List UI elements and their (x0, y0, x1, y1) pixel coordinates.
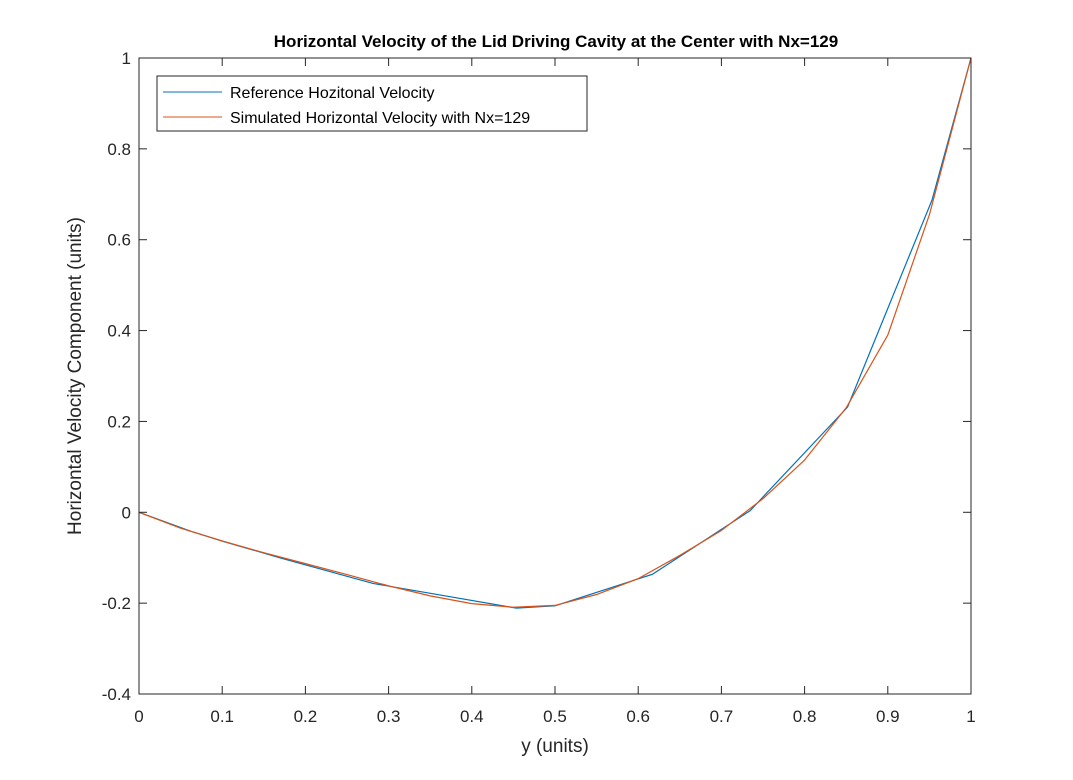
plot-area (139, 58, 971, 694)
series-line-simulated (138, 57, 972, 608)
legend-label-reference: Reference Hozitonal Velocity (230, 85, 435, 102)
x-tick-label: 0.1 (210, 707, 234, 726)
x-tick-label: 0.8 (793, 707, 817, 726)
y-tick-label: 0.8 (107, 140, 131, 159)
x-tick-label: 0.4 (460, 707, 484, 726)
legend: Reference Hozitonal Velocity Simulated H… (156, 75, 588, 132)
y-tick-label: -0.4 (102, 685, 131, 704)
x-tick-label: 0.5 (543, 707, 567, 726)
y-tick-label: 0.2 (107, 412, 131, 431)
ticks-layer: 0 0.1 0.2 0.3 0.4 0.5 0.6 0.7 0.8 0.9 1 -0.4 -0.2 0 0.… (102, 49, 976, 726)
legend-box (156, 75, 588, 132)
x-tick-label: 0.3 (377, 707, 401, 726)
y-tick-label: 0 (122, 503, 131, 522)
y-tick-label: 1 (122, 49, 131, 68)
y-tick-label: -0.2 (102, 594, 131, 613)
x-tick-label: 0.6 (626, 707, 650, 726)
x-axis-label: y (units) (521, 736, 589, 757)
x-tick-label: 0.9 (876, 707, 900, 726)
x-tick-label: 0.2 (294, 707, 318, 726)
y-axis-label: Horizontal Velocity Component (units) (65, 217, 86, 535)
series-layer (138, 57, 972, 609)
x-tick-label: 0 (134, 707, 143, 726)
x-tick-label: 1 (966, 707, 975, 726)
y-tick-label: 0.4 (107, 322, 131, 341)
y-tick-label: 0.6 (107, 231, 131, 250)
x-tick-label: 0.7 (710, 707, 734, 726)
legend-label-simulated: Simulated Horizontal Velocity with Nx=12… (230, 110, 530, 127)
chart-title: Horizontal Velocity of the Lid Driving C… (274, 32, 838, 51)
